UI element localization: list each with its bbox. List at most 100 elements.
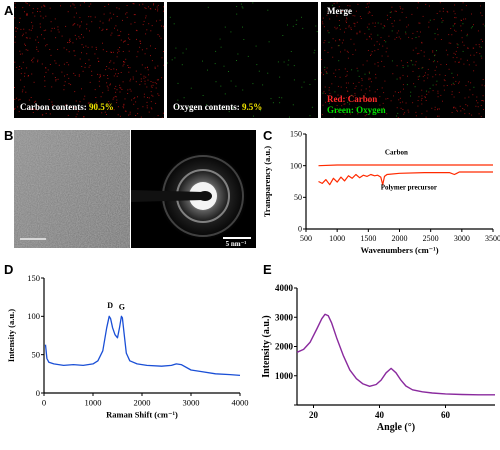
map-dot [99,20,101,22]
map-dot [61,35,63,37]
map-dot [402,8,404,10]
map-dot [16,97,18,99]
peak-label: D [107,301,113,310]
y-tick-label: 2000 [275,342,294,352]
map-dot [347,57,349,59]
map-dot [369,90,371,92]
map-dot [458,81,460,83]
map-dot [454,17,456,19]
map-dot [145,15,147,17]
map-dot [462,41,464,43]
map-dot [37,59,39,61]
map-dot [27,49,29,51]
map-dot [155,87,157,89]
map-dot [410,95,411,97]
map-dot [102,28,104,30]
map-dot [54,18,56,20]
oxygen-contents-value: 9.5% [242,102,263,112]
map-dot [408,36,410,38]
map-dot [108,18,110,20]
map-dot [481,15,483,17]
map-dot [152,81,154,83]
map-dot [133,3,135,5]
map-dot [108,101,110,102]
map-dot [41,34,42,36]
map-dot [19,53,21,55]
map-dot [350,38,352,40]
map-dot [292,25,294,27]
map-dot [416,53,418,55]
map-dot [202,95,204,96]
map-dot [113,62,115,64]
map-dot [14,17,16,19]
map-dot [133,98,135,100]
map-dot [346,22,347,23]
map-dot [364,33,366,35]
map-dot [34,108,36,110]
map-dot [228,111,230,113]
map-dot [278,96,280,98]
panel-letter-c: C [263,128,273,143]
map-dot [223,65,225,67]
map-dot [109,12,111,14]
raman-chart: 0 1000 2000 3000 4000 0 50 100 150 Raman Shift (c… [6,273,249,420]
map-dot [473,54,475,56]
map-dot [88,102,90,104]
map-dot [18,111,20,113]
map-dot [434,54,436,56]
map-dot [81,52,82,54]
map-dot [313,52,315,54]
map-dot [437,109,438,111]
map-dot [355,97,357,99]
map-dot [368,71,370,73]
map-dot [106,51,108,52]
map-dot [26,14,27,16]
map-dot [282,35,284,36]
map-dot [439,108,440,110]
map-dot [367,12,369,14]
map-dot [106,114,107,115]
map-dot [338,20,340,21]
map-dot [138,4,140,6]
map-dot [437,92,439,94]
map-dot [446,10,448,12]
map-dot [374,91,376,93]
x-axis-label: Angle (°) [377,422,415,433]
map-dot [344,103,346,105]
map-dot [123,107,125,109]
map-dot [81,34,82,35]
map-dot [447,11,449,13]
map-dot [470,27,472,29]
map-dot [361,85,363,87]
map-dot [422,66,424,68]
map-dot [106,66,108,67]
map-dot [86,53,88,55]
map-dot [31,73,33,75]
map-dot [392,25,394,27]
map-dot [26,37,28,39]
map-dot [364,115,366,117]
map-dot [141,49,143,51]
map-dot [437,61,439,63]
map-dot [386,47,388,49]
map-dot [441,17,443,19]
map-dot [50,30,52,32]
map-dot [115,96,117,98]
map-dot [154,67,156,69]
map-dot [75,116,77,118]
map-dot [442,20,444,22]
map-dot [382,102,384,104]
map-dot [450,42,452,44]
map-dot [395,10,397,12]
map-dot [18,99,20,101]
map-dot [478,113,480,115]
map-dot [114,27,115,29]
map-dot [454,61,456,63]
map-dot [169,16,171,18]
map-dot [401,11,403,13]
map-dot [420,31,421,33]
map-dot [415,111,417,113]
map-dot [480,46,482,48]
map-dot [410,91,412,93]
map-dot [322,92,324,94]
